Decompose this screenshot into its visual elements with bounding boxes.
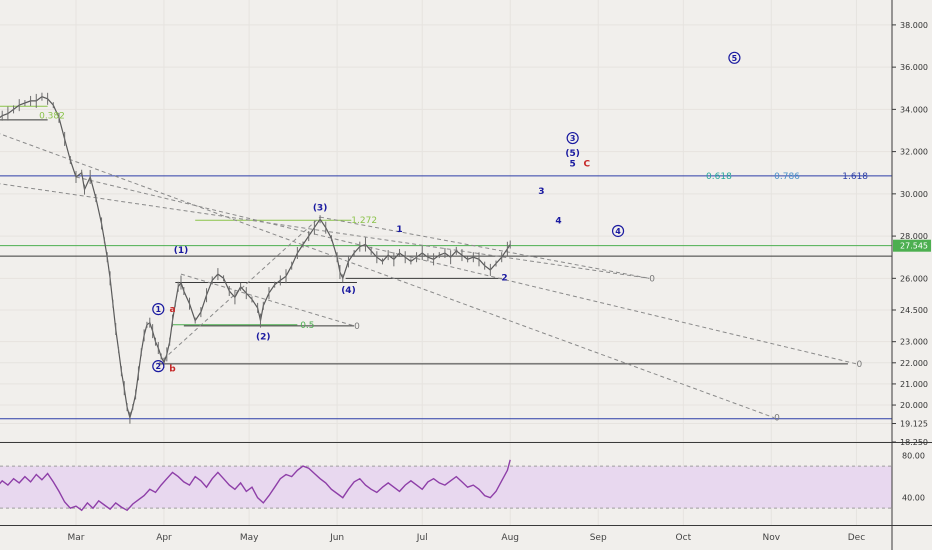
wave-label: 5 (732, 54, 738, 63)
zero-label: 0 (774, 414, 780, 424)
price-tick-label: 36.000 (900, 63, 928, 72)
fib-label: 0.382 (39, 112, 65, 122)
wave-label: 3 (570, 134, 576, 143)
fib-label: 0.618 (706, 172, 732, 182)
time-tick-label: Dec (848, 533, 865, 543)
time-tick-label: Aug (501, 533, 519, 543)
price-tick-label: 30.000 (900, 190, 928, 199)
trend-line (0, 183, 650, 279)
fib-label: 0.786 (774, 172, 800, 182)
time-tick-label: Oct (676, 533, 692, 543)
time-tick-label: Sep (590, 533, 607, 543)
wave-label: 5 (570, 159, 576, 169)
trend-line (157, 216, 321, 365)
wave-label-circle (152, 303, 165, 316)
zero-label: 0 (856, 360, 862, 370)
time-tick-label: Apr (156, 533, 172, 543)
price-tick-label: 22.000 (900, 359, 928, 368)
price-series (0, 92, 511, 424)
price-tick-label: 21.000 (900, 380, 928, 389)
price-tick-label: 32.000 (900, 148, 928, 157)
rsi-tick-label: 80.00 (902, 452, 925, 461)
wave-label: 2 (501, 273, 507, 283)
wave-label-circle (566, 131, 579, 145)
rsi-line (0, 459, 511, 512)
wave-label: 4 (555, 216, 561, 226)
wave-label: a (169, 305, 175, 315)
price-axis-bg (892, 0, 932, 550)
time-tick-label: Jun (329, 533, 344, 543)
time-tick-label: Jul (416, 533, 428, 543)
time-tick-label: May (240, 533, 259, 543)
wave-label: (5) (565, 149, 580, 159)
fib-label: 0.5 (300, 321, 314, 331)
price-tick-label: 18.250 (900, 438, 928, 447)
wave-label: 4 (615, 227, 621, 236)
price-tick-label: 24.500 (900, 306, 928, 315)
price-tick-label: 26.000 (900, 274, 928, 283)
fib-label: 1.272 (351, 216, 377, 226)
wave-label: b (169, 364, 176, 374)
wave-label: 3 (538, 187, 544, 197)
wave-label-circle (728, 51, 741, 64)
rsi-tick-label: 40.00 (902, 494, 925, 503)
wave-label: 2 (156, 362, 162, 371)
wave-label: 1 (396, 225, 402, 235)
wave-label: (3) (313, 204, 328, 214)
horizontal-levels (0, 105, 892, 420)
trend-line (180, 273, 355, 327)
price-tick-label: 28.000 (900, 232, 928, 241)
zero-label: 0 (354, 322, 360, 332)
wave-label-circle (152, 360, 165, 373)
wave-label: C (584, 159, 591, 169)
wave-label: (1) (174, 246, 189, 256)
zero-label: 0 (649, 274, 655, 284)
trend-line (0, 133, 775, 419)
wave-label: (2) (256, 333, 271, 343)
wave-label: 1 (156, 305, 162, 314)
time-tick-label: Nov (763, 533, 781, 543)
price-tick-label: 23.000 (900, 338, 928, 347)
rsi-band (0, 466, 892, 509)
trend-line (75, 176, 857, 365)
current-price-label: 27.545 (900, 242, 928, 251)
price-tick-label: 20.000 (900, 401, 928, 410)
chart-grid (0, 0, 892, 525)
price-tick-label: 38.000 (900, 21, 928, 30)
wave-label-circle (611, 224, 625, 238)
price-tick-label: 34.000 (900, 105, 928, 114)
fib-label: 1.618 (842, 172, 868, 182)
rsi-series (0, 459, 892, 512)
wave-label: (4) (341, 286, 356, 296)
price-tick-label: 19.125 (900, 420, 928, 429)
time-tick-label: Mar (68, 533, 85, 543)
current-price-tag (893, 239, 931, 252)
trend-lines (0, 133, 857, 419)
